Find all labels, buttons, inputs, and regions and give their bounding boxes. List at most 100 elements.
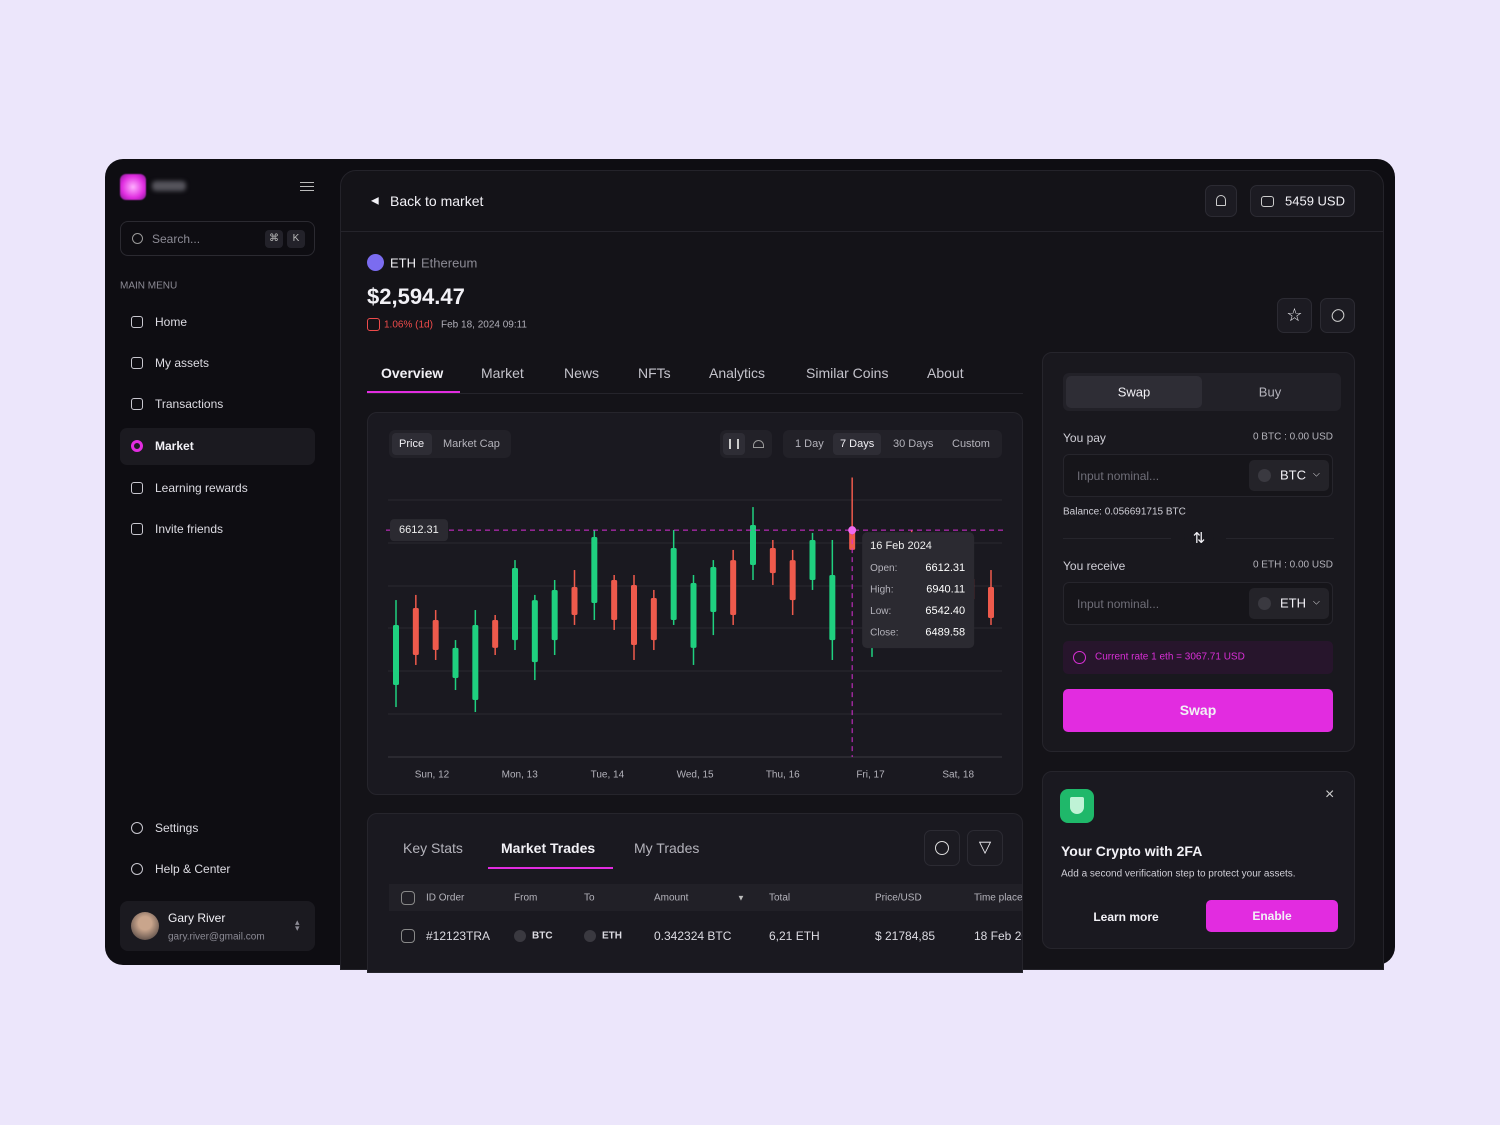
search-placeholder: Search... [152,232,201,246]
active-mode [392,433,432,455]
candle-body [492,619,499,648]
pay-coin-select[interactable]: BTC ⌵ [1249,460,1329,491]
coin-icon [514,930,526,942]
header-checkbox[interactable] [401,891,415,905]
filter-button[interactable]: ▽ [967,830,1003,866]
rate: Current rate 1 eth = 3067.71 USD [1095,651,1245,663]
trades-tab[interactable]: Market Trades [501,840,596,856]
candle-body [631,584,637,646]
menu-item[interactable]: Transactions [155,397,224,411]
search-button[interactable] [924,830,960,866]
candle-body [988,587,994,619]
candle-body [611,579,618,620]
menu-item[interactable]: Help & Center [155,862,231,876]
price-date: Feb 18, 2024 09:11 [441,319,527,331]
brand [152,181,186,191]
notification-button[interactable] [1205,185,1237,217]
menu-item[interactable]: Settings [155,821,199,835]
menu-item[interactable]: Market [155,439,194,453]
cell: BTC [532,930,553,942]
logo[interactable] [120,174,146,200]
user-card[interactable]: Gary River gary.river@gmail.com ▴ ▾ [120,901,315,951]
chart-type-toggle[interactable] [720,430,772,458]
learn-more[interactable]: Learn more [1093,910,1159,924]
security-card: × Your Crypto with 2FA Add a second veri… [1042,771,1355,949]
range[interactable]: 7 Days [840,438,875,450]
key: K [287,230,305,248]
cell: $ 21784,85 [875,929,936,943]
candle-body [690,583,697,648]
cell: ETH [602,930,622,942]
menu-icon [131,482,143,494]
candle-body [472,624,479,700]
candle-body [710,566,717,612]
tab[interactable]: Overview [381,365,444,381]
swap-button[interactable]: Swap [1063,689,1333,732]
tab[interactable]: Similar Coins [806,365,889,381]
back-link[interactable]: Back to market [390,193,484,209]
menu-item[interactable]: Invite friends [155,522,224,536]
rate-banner: Current rate 1 eth = 3067.71 USD [1063,641,1333,674]
menu-item[interactable]: Home [155,315,188,329]
user-name: Gary River [168,911,226,925]
tab[interactable]: Market [481,365,524,381]
active-range [833,433,881,455]
menu-item[interactable]: Learning rewards [155,481,248,495]
back-caret[interactable]: ◀ [371,195,379,207]
search-box[interactable]: Search... ⌘ K [120,221,315,256]
candle-body [531,600,538,663]
row-checkbox[interactable] [401,929,415,943]
x-tick-label: Fri, 17 [856,770,885,781]
receive-label: You receive [1063,559,1126,573]
price-change: 1.06% (1d) [384,319,433,331]
sort-caret: ▼ [737,893,745,903]
tab[interactable]: News [564,365,600,381]
tooltip-field: High: [870,584,893,595]
tooltip [862,532,975,649]
security-description: Add a second verification step to protec… [1061,868,1296,880]
menu-toggle[interactable] [300,182,314,191]
candle-body [809,539,816,580]
mode[interactable]: Price [399,438,425,450]
range[interactable]: 30 Days [893,438,934,450]
candle-body [452,647,459,678]
favorite-button[interactable]: ☆ [1277,298,1312,333]
tab[interactable]: NFTs [638,365,671,381]
range[interactable]: 1 Day [795,438,824,450]
divider [341,231,1383,232]
x-tick-label: Mon, 13 [502,770,539,781]
column-header: Time placed [974,892,1023,904]
tooltip-field: Open: [870,563,897,574]
coin-name: Ethereum [421,255,478,271]
pay-placeholder: Input nominal... [1077,469,1160,483]
receive-coin-select[interactable]: ETH ⌵ [1249,588,1329,619]
candle-body [512,567,518,641]
swap-tab[interactable]: Buy [1258,384,1282,400]
candle-body [432,619,439,651]
candle-body [829,575,836,641]
receive-input[interactable]: Input nominal... ETH ⌵ [1063,582,1333,625]
cell: #12123TRA [426,929,491,943]
enable-button[interactable]: Enable [1206,900,1338,932]
link-button[interactable] [1320,298,1355,333]
swap-tab[interactable]: Swap [1117,384,1151,400]
menu-item[interactable]: My assets [155,356,210,370]
range[interactable]: Custom [952,438,990,450]
mode[interactable]: Market Cap [443,438,500,450]
balance-button[interactable]: 5459 USD [1250,185,1355,217]
trades-tab[interactable]: My Trades [634,840,700,856]
close-button[interactable]: × [1325,786,1335,803]
pay-input[interactable]: Input nominal... BTC ⌵ [1063,454,1333,497]
user-email: gary.river@gmail.com [168,931,265,943]
receive-coin: ETH [1280,595,1306,611]
candle-body [650,597,657,641]
balance: 5459 USD [1285,193,1345,209]
tab[interactable]: Analytics [709,365,766,381]
candle-body [393,624,399,686]
candle-body [789,560,796,601]
price-label-bg [390,519,448,542]
trades-tab[interactable]: Key Stats [403,840,463,856]
tab[interactable]: About [927,365,964,381]
swap-direction[interactable]: ⇅ [1184,524,1214,554]
